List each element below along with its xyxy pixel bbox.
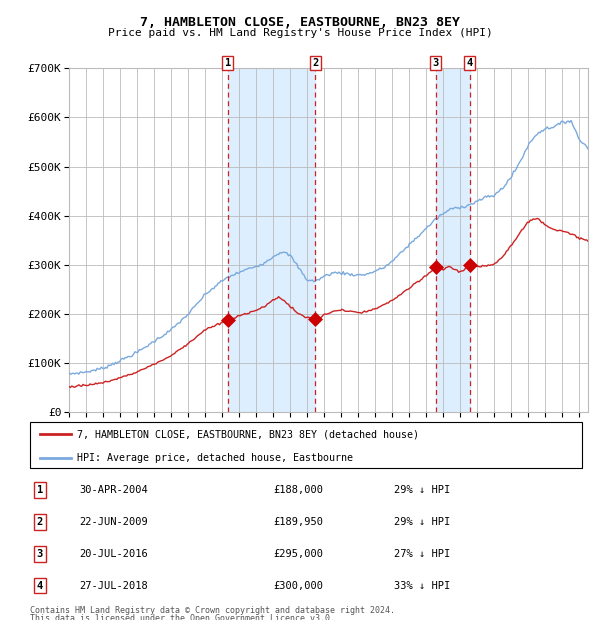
Text: 7, HAMBLETON CLOSE, EASTBOURNE, BN23 8EY: 7, HAMBLETON CLOSE, EASTBOURNE, BN23 8EY: [140, 16, 460, 29]
Text: £295,000: £295,000: [273, 549, 323, 559]
Text: 3: 3: [37, 549, 43, 559]
Text: Contains HM Land Registry data © Crown copyright and database right 2024.: Contains HM Land Registry data © Crown c…: [30, 606, 395, 616]
Text: 29% ↓ HPI: 29% ↓ HPI: [394, 485, 451, 495]
Bar: [228, 68, 315, 412]
Text: 3: 3: [433, 58, 439, 68]
Text: 20-JUL-2016: 20-JUL-2016: [80, 549, 148, 559]
Text: 30-APR-2004: 30-APR-2004: [80, 485, 148, 495]
Text: £300,000: £300,000: [273, 580, 323, 590]
Text: Price paid vs. HM Land Registry's House Price Index (HPI): Price paid vs. HM Land Registry's House …: [107, 28, 493, 38]
Text: 22-JUN-2009: 22-JUN-2009: [80, 517, 148, 527]
Text: 2: 2: [37, 517, 43, 527]
Text: 33% ↓ HPI: 33% ↓ HPI: [394, 580, 451, 590]
Text: 1: 1: [224, 58, 231, 68]
Text: 4: 4: [467, 58, 473, 68]
Text: 27-JUL-2018: 27-JUL-2018: [80, 580, 148, 590]
Text: This data is licensed under the Open Government Licence v3.0.: This data is licensed under the Open Gov…: [30, 614, 335, 620]
Text: HPI: Average price, detached house, Eastbourne: HPI: Average price, detached house, East…: [77, 453, 353, 463]
Text: £189,950: £189,950: [273, 517, 323, 527]
Bar: [436, 68, 470, 412]
Text: 7, HAMBLETON CLOSE, EASTBOURNE, BN23 8EY (detached house): 7, HAMBLETON CLOSE, EASTBOURNE, BN23 8EY…: [77, 429, 419, 439]
Text: 29% ↓ HPI: 29% ↓ HPI: [394, 517, 451, 527]
Text: 1: 1: [37, 485, 43, 495]
Text: 2: 2: [312, 58, 319, 68]
Text: 4: 4: [37, 580, 43, 590]
Text: £188,000: £188,000: [273, 485, 323, 495]
Text: 27% ↓ HPI: 27% ↓ HPI: [394, 549, 451, 559]
